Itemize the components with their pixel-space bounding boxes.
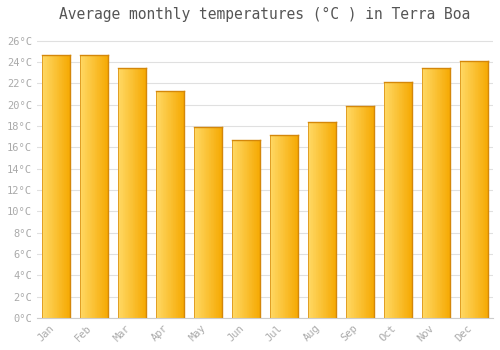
Title: Average monthly temperatures (°C ) in Terra Boa: Average monthly temperatures (°C ) in Te… [60, 7, 470, 22]
